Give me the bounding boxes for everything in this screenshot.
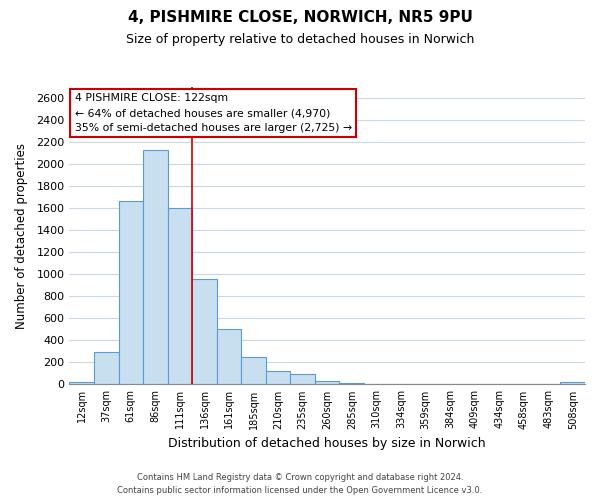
Text: Size of property relative to detached houses in Norwich: Size of property relative to detached ho… (126, 32, 474, 46)
Y-axis label: Number of detached properties: Number of detached properties (15, 143, 28, 329)
Bar (340, 383, 364, 384)
Bar (266, 371, 290, 384)
Bar (143, 150, 167, 384)
Bar (315, 381, 340, 384)
Bar (560, 382, 585, 384)
Bar (290, 374, 315, 384)
Bar (94, 352, 119, 384)
Bar (70, 382, 94, 384)
Text: Contains HM Land Registry data © Crown copyright and database right 2024.
Contai: Contains HM Land Registry data © Crown c… (118, 474, 482, 495)
Bar (192, 279, 217, 384)
Text: 4 PISHMIRE CLOSE: 122sqm
← 64% of detached houses are smaller (4,970)
35% of sem: 4 PISHMIRE CLOSE: 122sqm ← 64% of detach… (74, 94, 352, 133)
Text: 4, PISHMIRE CLOSE, NORWICH, NR5 9PU: 4, PISHMIRE CLOSE, NORWICH, NR5 9PU (128, 10, 472, 25)
X-axis label: Distribution of detached houses by size in Norwich: Distribution of detached houses by size … (169, 437, 486, 450)
Bar (241, 357, 266, 384)
Bar (217, 330, 241, 384)
Bar (167, 208, 192, 384)
Bar (119, 201, 143, 384)
